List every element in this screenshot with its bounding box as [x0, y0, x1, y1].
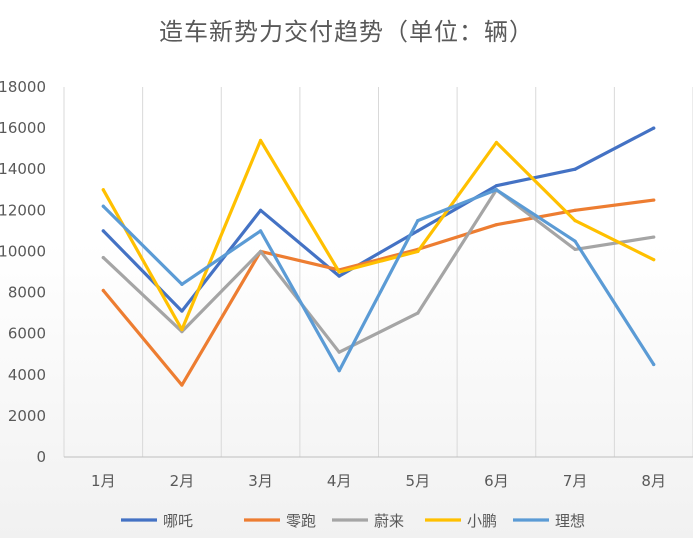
x-tick-label: 6月 [484, 472, 509, 490]
series-line [101, 198, 656, 387]
data-point [258, 229, 263, 233]
y-tick-label: 2000 [8, 407, 46, 425]
data-point [573, 167, 577, 171]
data-point [416, 219, 420, 223]
x-tick-label: 5月 [406, 472, 431, 490]
data-point [258, 138, 263, 143]
x-tick-label: 8月 [641, 472, 666, 490]
data-point [180, 309, 184, 313]
data-point [573, 219, 577, 223]
y-tick-label: 18000 [0, 78, 46, 96]
y-tick-label: 8000 [8, 284, 46, 302]
data-point [652, 258, 656, 262]
data-point [337, 270, 341, 274]
x-tick-label: 3月 [248, 472, 273, 490]
legend-label: 蔚来 [374, 512, 404, 530]
y-tick-label: 14000 [0, 160, 46, 178]
data-point [416, 249, 420, 254]
data-point [101, 256, 105, 260]
data-point [573, 247, 577, 251]
x-tick-label: 4月 [327, 472, 352, 490]
series-line [101, 188, 656, 373]
data-point [101, 204, 105, 208]
x-tick-label: 1月 [91, 472, 116, 490]
series-line [101, 188, 656, 354]
data-point [652, 198, 656, 202]
data-point [494, 188, 499, 192]
legend-label: 哪吒 [163, 512, 193, 530]
legend-label: 零跑 [286, 512, 316, 530]
y-tick-label: 0 [36, 448, 46, 466]
y-tick-label: 12000 [0, 201, 46, 219]
data-point [101, 288, 105, 293]
x-tick-label: 7月 [563, 472, 588, 490]
y-tick-label: 16000 [0, 119, 46, 137]
chart-title: 造车新势力交付趋势（单位：辆） [159, 18, 534, 46]
data-point [416, 229, 420, 233]
y-tick-label: 6000 [8, 325, 46, 343]
data-point [494, 184, 499, 188]
data-point [416, 311, 420, 315]
y-tick-label: 10000 [0, 242, 46, 260]
legend-label: 理想 [555, 512, 585, 530]
x-tick-label: 2月 [170, 472, 195, 490]
data-point [652, 235, 656, 239]
data-point [652, 362, 656, 367]
data-point [573, 208, 577, 212]
data-point [101, 188, 105, 192]
data-point [258, 249, 263, 254]
data-point [494, 223, 499, 227]
data-point [337, 350, 341, 354]
legend-label: 小鹏 [467, 512, 497, 530]
data-point [573, 239, 577, 243]
data-point [101, 229, 105, 233]
data-point [337, 274, 341, 278]
data-point [180, 282, 184, 286]
y-tick-label: 4000 [8, 366, 46, 384]
data-point [180, 383, 184, 387]
data-point [494, 140, 499, 145]
data-point [180, 327, 184, 332]
series-line [101, 138, 656, 332]
data-point [652, 126, 656, 130]
data-point [258, 208, 263, 212]
data-point [337, 369, 341, 373]
